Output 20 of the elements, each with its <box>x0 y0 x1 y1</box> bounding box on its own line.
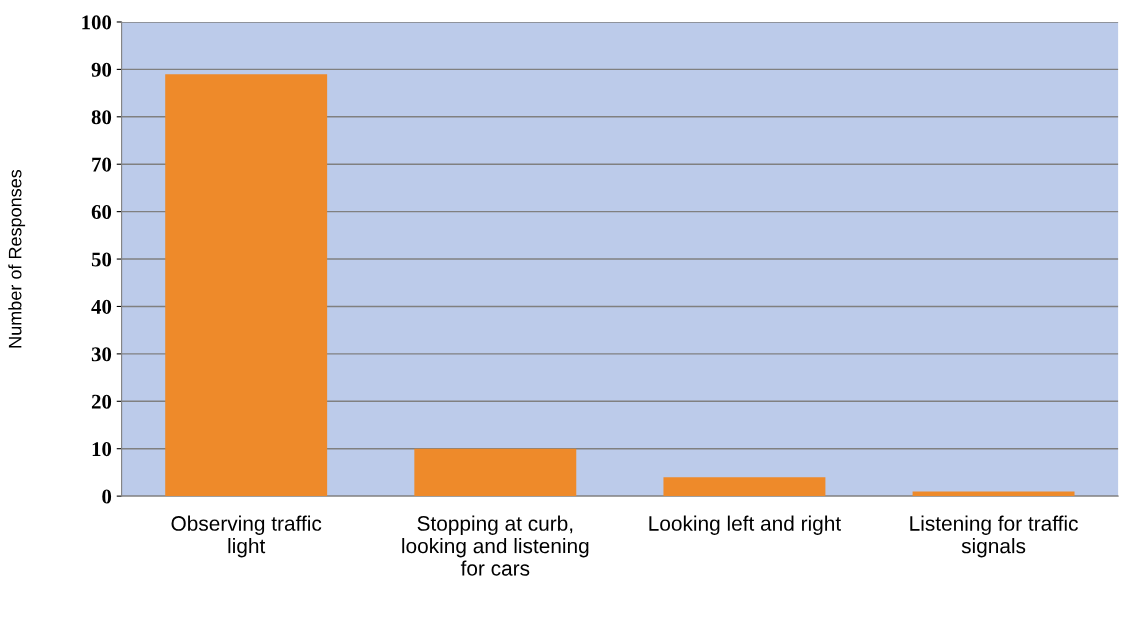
y-tick-label: 10 <box>92 442 112 457</box>
x-tick-label: Listening for traffic signals <box>910 515 1078 558</box>
x-tick-label: Stopping at curb, looking and listening for cars <box>402 515 589 576</box>
y-tick-label: 30 <box>91 347 112 362</box>
x-tick-label: Looking left and right <box>649 515 841 535</box>
y-tick-label: 80 <box>91 110 112 125</box>
y-tick-label: 0 <box>102 489 112 504</box>
y-tick-label: 60 <box>91 205 112 220</box>
bar <box>165 74 328 497</box>
bar <box>414 448 577 497</box>
y-tick-label: 100 <box>82 15 112 30</box>
y-tick-label: 50 <box>91 252 112 267</box>
bar <box>663 477 826 497</box>
bar <box>912 491 1075 497</box>
y-tick-label: 90 <box>91 62 112 77</box>
y-tick-label: 20 <box>91 394 112 409</box>
y-axis-title: Number of Responses <box>8 169 26 348</box>
y-tick-label: 70 <box>92 157 112 172</box>
x-tick-label: Observing traffic light <box>171 515 322 558</box>
y-tick-label: 40 <box>91 299 112 314</box>
